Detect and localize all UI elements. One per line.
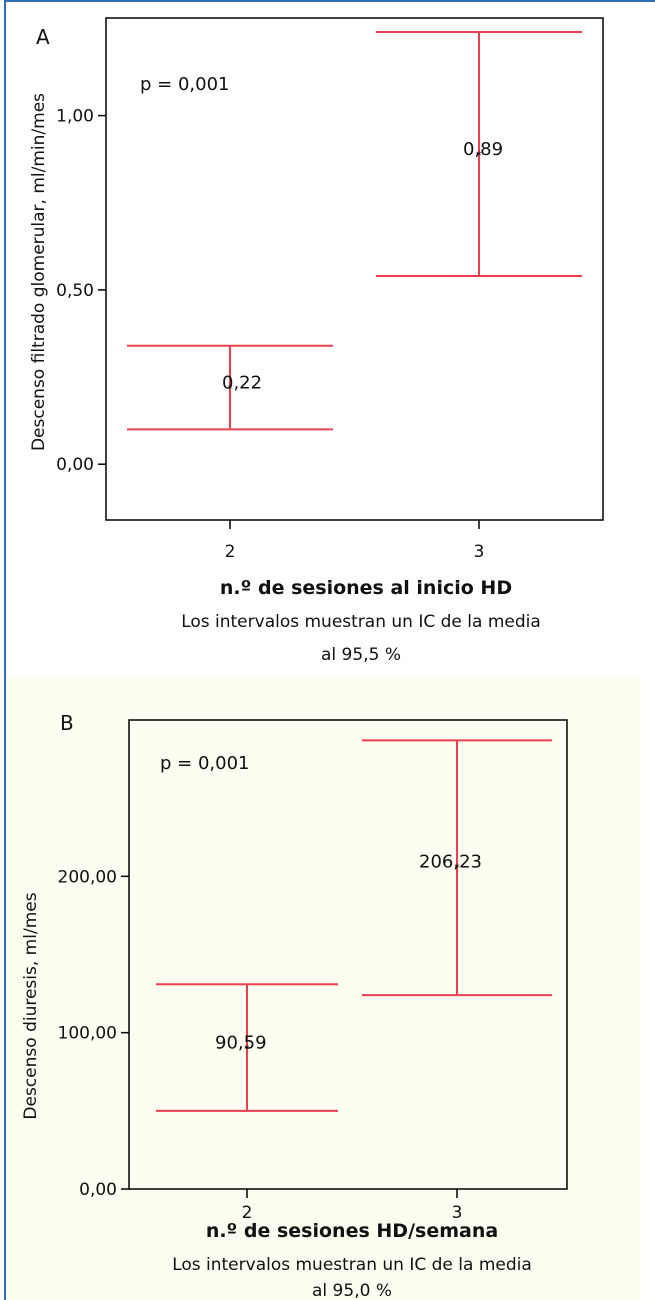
figure-frame-left xyxy=(4,0,6,1300)
caption-line1-b: Los intervalos muestran un IC de la medi… xyxy=(172,1255,532,1275)
mean-point: * xyxy=(476,149,482,162)
mean-value-label: 0,89 xyxy=(463,139,503,160)
y-tick-label: 200,00 xyxy=(58,867,117,887)
y-tick-label: 0,00 xyxy=(79,1180,117,1200)
x-tick-label: 3 xyxy=(474,542,485,562)
caption-line2-a: al 95,5 % xyxy=(321,645,401,665)
mean-value-label: 0,22 xyxy=(222,373,262,394)
error-bars-b: *90,59*206,23 xyxy=(156,739,552,1112)
y-tick-label: 1,00 xyxy=(56,107,94,127)
y-tick-label: 0,50 xyxy=(56,281,94,301)
mean-value-label: 90,59 xyxy=(215,1032,267,1053)
x-tick-label: 2 xyxy=(225,542,236,562)
mean-point: * xyxy=(454,862,460,875)
y-tick-label: 0,00 xyxy=(56,455,94,475)
y-tick-label: 100,00 xyxy=(58,1024,117,1044)
plot-area-a xyxy=(105,17,604,521)
y-axis-b: 0,00 100,00 200,00 xyxy=(58,867,129,1200)
y-axis-a: 0,00 0,50 1,00 xyxy=(56,107,106,475)
x-tick-label: 3 xyxy=(452,1203,463,1223)
annotation-p-value-b: p = 0,001 xyxy=(160,753,249,774)
caption-line2-b: al 95,0 % xyxy=(312,1281,392,1300)
x-axis-title-a: n.º de sesiones al inicio HD xyxy=(220,577,512,599)
mean-value-label: 206,23 xyxy=(419,852,482,873)
y-axis-title-b: Descenso diuresis, ml/mes xyxy=(21,892,41,1119)
x-axis-title-b: n.º de sesiones HD/semana xyxy=(206,1220,498,1242)
y-axis-title-a: Descenso filtrado glomerular, ml/min/mes xyxy=(29,93,49,451)
x-tick-label: 2 xyxy=(242,1203,253,1223)
mean-point: * xyxy=(227,383,233,396)
annotation-p-value-a: p = 0,001 xyxy=(140,74,229,95)
figure-frame-top xyxy=(4,0,655,2)
caption-line1-a: Los intervalos muestran un IC de la medi… xyxy=(181,612,541,632)
panel-label-a: A xyxy=(36,25,50,49)
panel-label-b: B xyxy=(60,711,74,735)
plot-area-b xyxy=(128,719,568,1190)
error-bars-a: *0,22*0,89 xyxy=(127,30,582,431)
mean-point: * xyxy=(244,1042,250,1055)
